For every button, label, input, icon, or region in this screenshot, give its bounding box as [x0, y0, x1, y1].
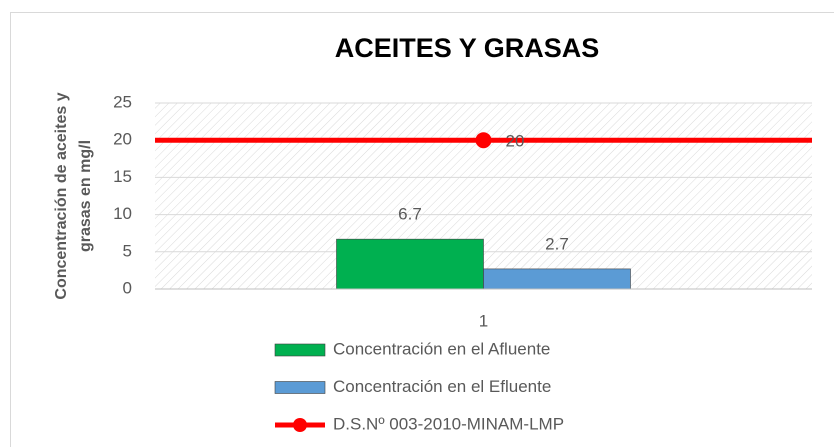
legend-label: D.S.Nº 003-2010-MINAM-LMP — [333, 414, 564, 433]
x-tick-label: 1 — [479, 311, 488, 330]
legend-label: Concentración en el Afluente — [333, 339, 550, 358]
legend-swatch — [293, 418, 307, 432]
data-label: 6.7 — [398, 205, 422, 224]
data-label: 20 — [506, 132, 525, 151]
line-marker — [475, 132, 492, 149]
data-label: 2.7 — [545, 234, 569, 253]
chart-title: ACEITES Y GRASAS — [335, 33, 600, 63]
y-tick-label: 25 — [113, 92, 132, 111]
y-tick-label: 15 — [113, 167, 132, 186]
y-tick-label: 10 — [113, 204, 132, 223]
legend-swatch — [274, 381, 326, 394]
bar — [483, 268, 631, 290]
legend-label: Concentración en el Efluente — [333, 377, 551, 396]
y-tick-label: 5 — [123, 241, 132, 260]
legend-swatch — [274, 343, 326, 357]
y-axis-label: grasas en mg/l — [77, 140, 94, 252]
y-axis-label: Concentración de aceites y — [53, 92, 70, 299]
y-tick-label: 20 — [113, 130, 132, 149]
y-tick-label: 0 — [123, 278, 132, 297]
bar — [336, 238, 484, 290]
